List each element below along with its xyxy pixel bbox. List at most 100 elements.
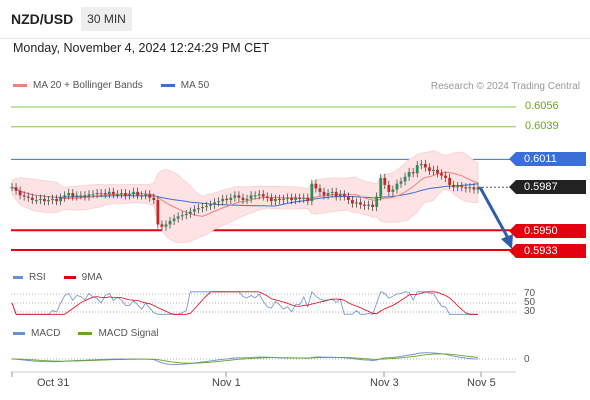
candle-body [233,195,237,198]
macd-line [11,352,479,365]
candle-body [34,200,38,202]
candle-body [111,191,115,195]
candle-body [460,186,464,188]
x-tick-oct31: Oct 31 [37,377,70,389]
rsi-label: RSI [29,272,46,283]
candle-body [440,173,443,176]
rsi-ma-label: 9MA [81,272,103,283]
candle-body [346,196,350,201]
legend-ma20: MA 20 + Bollinger Bands [13,80,143,91]
candle-body [403,176,407,182]
candle-body [294,197,298,201]
candle-body [363,204,366,206]
forecast-arrow [478,186,513,249]
ma20-swatch [13,84,27,87]
candle-body [229,197,233,201]
macd-swatch [13,332,25,335]
candle-body [188,211,192,214]
price-legend: MA 20 + Bollinger Bands MA 50 [13,80,227,91]
legend-rsi-ma: 9MA [63,272,103,283]
candle-body [43,198,46,202]
candles [10,159,480,231]
macd-signal-label: MACD Signal [98,328,159,339]
rsi-level-70: 70 [524,288,536,299]
candle-body [148,194,152,198]
candle-body [30,197,34,201]
arrow-shaft [478,186,510,239]
candle-body [359,202,362,205]
candle-body [290,197,293,201]
macd-legend: MACD MACD Signal [13,328,176,339]
candle-body [427,167,431,171]
candle-body [444,175,447,178]
candle-body [26,196,30,198]
candle-body [261,194,265,197]
support1-badge: 0.5950 [509,224,586,238]
candle-body [310,183,314,202]
candle-body [395,183,399,190]
candle-body [355,202,358,204]
candle-body [91,194,95,196]
legend-macd: MACD [13,328,60,339]
rsi-level-30: 30 [524,306,536,317]
rsi-ma-line [11,291,478,315]
candle-body [55,198,58,202]
candle-body [107,191,111,195]
candle-body [180,215,184,217]
candle-body [172,218,176,221]
candle-body [156,200,160,225]
last-price-value: 0.5987 [524,181,558,193]
candle-body [298,197,302,199]
candle-body [99,193,103,195]
candle-body [47,200,50,202]
candle-body [59,197,63,202]
research-credit: Research © 2024 Trading Central [430,81,580,92]
legend-macd-signal: MACD Signal [78,328,158,339]
x-tick-nov1: Nov 1 [212,377,241,389]
candle-body [472,187,476,190]
rsi-line [11,291,478,315]
timeframe-button[interactable]: 30 MIN [81,7,132,31]
macd-panel [11,352,516,365]
candle-body [334,191,338,197]
candle-body [391,189,395,192]
candle-body [286,197,289,199]
rsi-swatch [13,276,23,279]
pivot-value: 0.6011 [524,153,557,165]
candle-body [314,183,318,189]
candle-body [164,224,168,227]
candle-body [464,187,468,189]
candle-body [237,195,241,198]
candle-body [160,224,164,227]
candle-body [22,195,26,197]
candle-body [318,188,322,192]
candle-body [253,195,257,197]
candle-body [375,196,379,207]
candle-body [249,195,253,199]
candle-body [411,172,415,174]
candle-body [476,187,480,190]
macd-zero-label: 0 [524,354,530,365]
rsi-level-50: 50 [524,297,536,308]
ma50-label: MA 50 [180,80,210,91]
candle-body [51,198,54,201]
candle-body [448,177,452,185]
level-r2-label: 0.6056 [525,100,559,112]
support1-value: 0.5950 [524,225,558,237]
candle-body [213,202,217,205]
candle-body [184,213,188,216]
candle-body [176,216,180,219]
candle-body [120,193,123,195]
candle-body [241,197,245,201]
candle-body [452,184,456,188]
x-axis [11,371,516,377]
candle-body [132,191,135,195]
candle-body [371,204,375,207]
legend-rsi: RSI [13,272,46,283]
rsi-panel [11,291,516,315]
level-lines [11,106,516,251]
candle-body [468,187,472,189]
legend-ma50: MA 50 [160,80,210,91]
candle-body [87,194,91,197]
candle-body [197,208,200,210]
